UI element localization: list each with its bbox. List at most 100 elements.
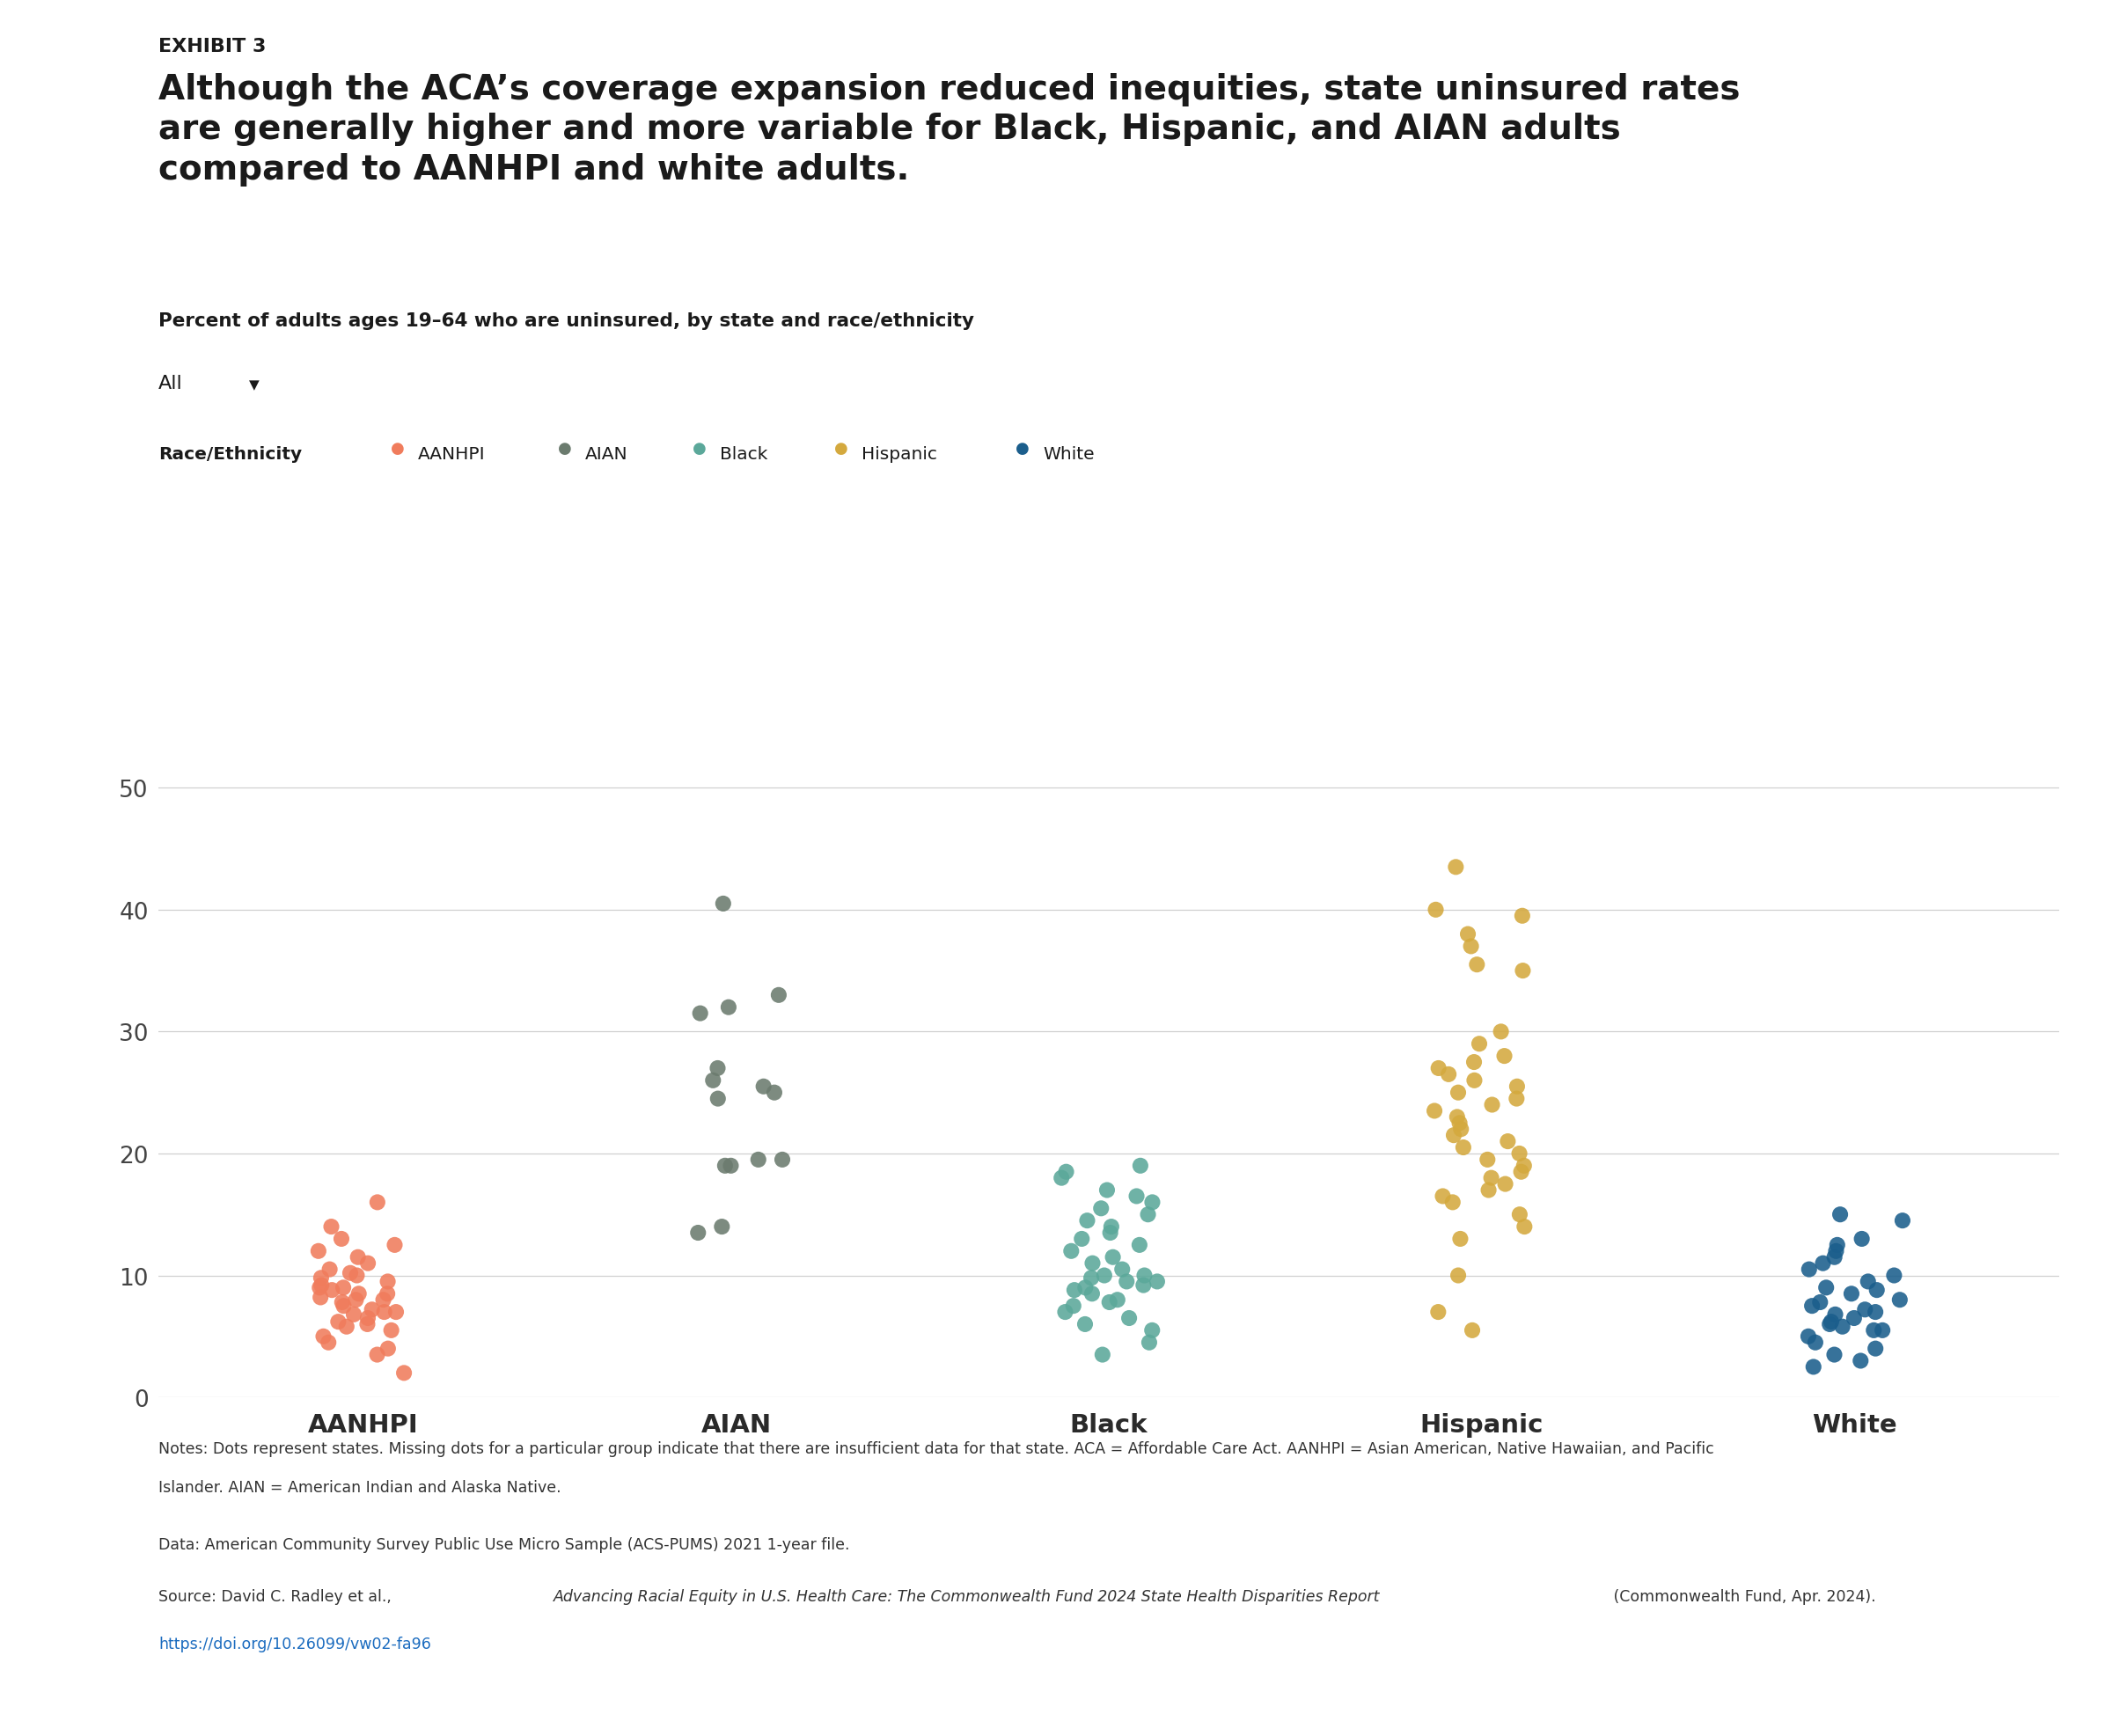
Point xyxy=(1818,1300,1852,1328)
Point xyxy=(1436,1121,1470,1149)
Point xyxy=(1048,1299,1081,1326)
Text: ▼: ▼ xyxy=(249,378,260,392)
Text: Source: David C. Radley et al.,: Source: David C. Radley et al., xyxy=(158,1588,397,1604)
Point xyxy=(351,1304,384,1332)
Point xyxy=(1457,1066,1491,1095)
Point xyxy=(1417,1097,1451,1125)
Point xyxy=(708,1153,741,1180)
Point xyxy=(1455,1316,1489,1344)
Point xyxy=(1462,1029,1495,1057)
Text: ●: ● xyxy=(558,441,572,457)
Point xyxy=(1432,1061,1466,1088)
Point xyxy=(367,1299,401,1326)
Point xyxy=(340,1262,374,1290)
Text: https://doi.org/10.26099/vw02-fa96: https://doi.org/10.26099/vw02-fa96 xyxy=(158,1635,431,1651)
Text: ●: ● xyxy=(693,441,708,457)
Point xyxy=(325,1288,359,1316)
Point xyxy=(762,981,796,1009)
Point xyxy=(765,1146,798,1174)
Text: Hispanic: Hispanic xyxy=(862,446,938,464)
Point xyxy=(684,1000,718,1028)
Point xyxy=(1508,1153,1542,1180)
Point xyxy=(1132,1328,1166,1356)
Point xyxy=(1436,1189,1470,1217)
Point xyxy=(1821,1231,1854,1259)
Point xyxy=(1472,1177,1506,1205)
Point xyxy=(374,1316,408,1344)
Point xyxy=(1455,932,1489,960)
Point xyxy=(1487,1042,1521,1069)
Point xyxy=(351,1250,384,1278)
Point xyxy=(1124,1231,1157,1259)
Point xyxy=(712,993,746,1021)
Point xyxy=(1508,1213,1542,1241)
Point xyxy=(748,1073,781,1101)
Point xyxy=(1105,1255,1138,1283)
Point xyxy=(1506,903,1540,930)
Point xyxy=(304,1271,338,1299)
Point xyxy=(340,1243,374,1271)
Point xyxy=(1799,1328,1833,1356)
Point xyxy=(1859,1335,1892,1363)
Point xyxy=(1797,1352,1831,1380)
Point xyxy=(1506,957,1540,984)
Text: Percent of adults ages 19–64 who are uninsured, by state and race/ethnicity: Percent of adults ages 19–64 who are uni… xyxy=(158,312,974,330)
Point xyxy=(1485,1017,1519,1045)
Point xyxy=(361,1340,395,1368)
Point xyxy=(304,1264,338,1292)
Point xyxy=(1504,1201,1538,1229)
Point xyxy=(697,1066,731,1095)
Point xyxy=(334,1259,367,1286)
Point xyxy=(1083,1194,1117,1222)
Point xyxy=(1806,1250,1840,1278)
Point xyxy=(1069,1274,1102,1302)
Text: ●: ● xyxy=(834,441,849,457)
Point xyxy=(302,1274,336,1302)
Point xyxy=(701,1054,735,1082)
Point xyxy=(1140,1267,1174,1295)
Point xyxy=(1791,1323,1825,1351)
Point xyxy=(1119,1182,1153,1210)
Text: AANHPI: AANHPI xyxy=(418,446,486,464)
Point xyxy=(1795,1292,1829,1319)
Point xyxy=(705,891,739,918)
Point xyxy=(1500,1085,1533,1113)
Point xyxy=(1075,1279,1109,1307)
Text: ●: ● xyxy=(391,441,406,457)
Point xyxy=(1865,1316,1899,1344)
Point xyxy=(1504,1158,1538,1186)
Point xyxy=(701,1085,735,1113)
Point xyxy=(1440,1104,1474,1132)
Point xyxy=(1088,1262,1121,1290)
Point xyxy=(1050,1158,1083,1186)
Point xyxy=(1045,1165,1079,1193)
Point xyxy=(1457,1049,1491,1076)
Point xyxy=(1442,1226,1476,1253)
Text: EXHIBIT 3: EXHIBIT 3 xyxy=(158,38,266,56)
Point xyxy=(705,1213,739,1241)
Point xyxy=(1810,1274,1844,1302)
Point xyxy=(1856,1316,1890,1344)
Point xyxy=(1126,1271,1159,1299)
Point xyxy=(1069,1311,1102,1338)
Point xyxy=(327,1274,361,1302)
Point xyxy=(1459,951,1493,979)
Point xyxy=(355,1295,389,1323)
Point xyxy=(1878,1262,1911,1290)
Point xyxy=(1442,1109,1476,1137)
Point xyxy=(1136,1189,1170,1217)
Point xyxy=(1113,1304,1147,1332)
Point xyxy=(313,1328,346,1356)
Point xyxy=(1094,1219,1128,1246)
Text: Advancing Racial Equity in U.S. Health Care: The Commonwealth Fund 2024 State He: Advancing Racial Equity in U.S. Health C… xyxy=(553,1588,1381,1604)
Point xyxy=(372,1267,406,1295)
Point xyxy=(315,1276,348,1304)
Point xyxy=(1447,1134,1481,1161)
Point xyxy=(1075,1250,1109,1278)
Point xyxy=(372,1335,406,1363)
Point xyxy=(758,1080,792,1108)
Point xyxy=(1056,1292,1090,1319)
Point xyxy=(340,1286,374,1314)
Text: Black: Black xyxy=(720,446,769,464)
Point xyxy=(1814,1307,1848,1335)
